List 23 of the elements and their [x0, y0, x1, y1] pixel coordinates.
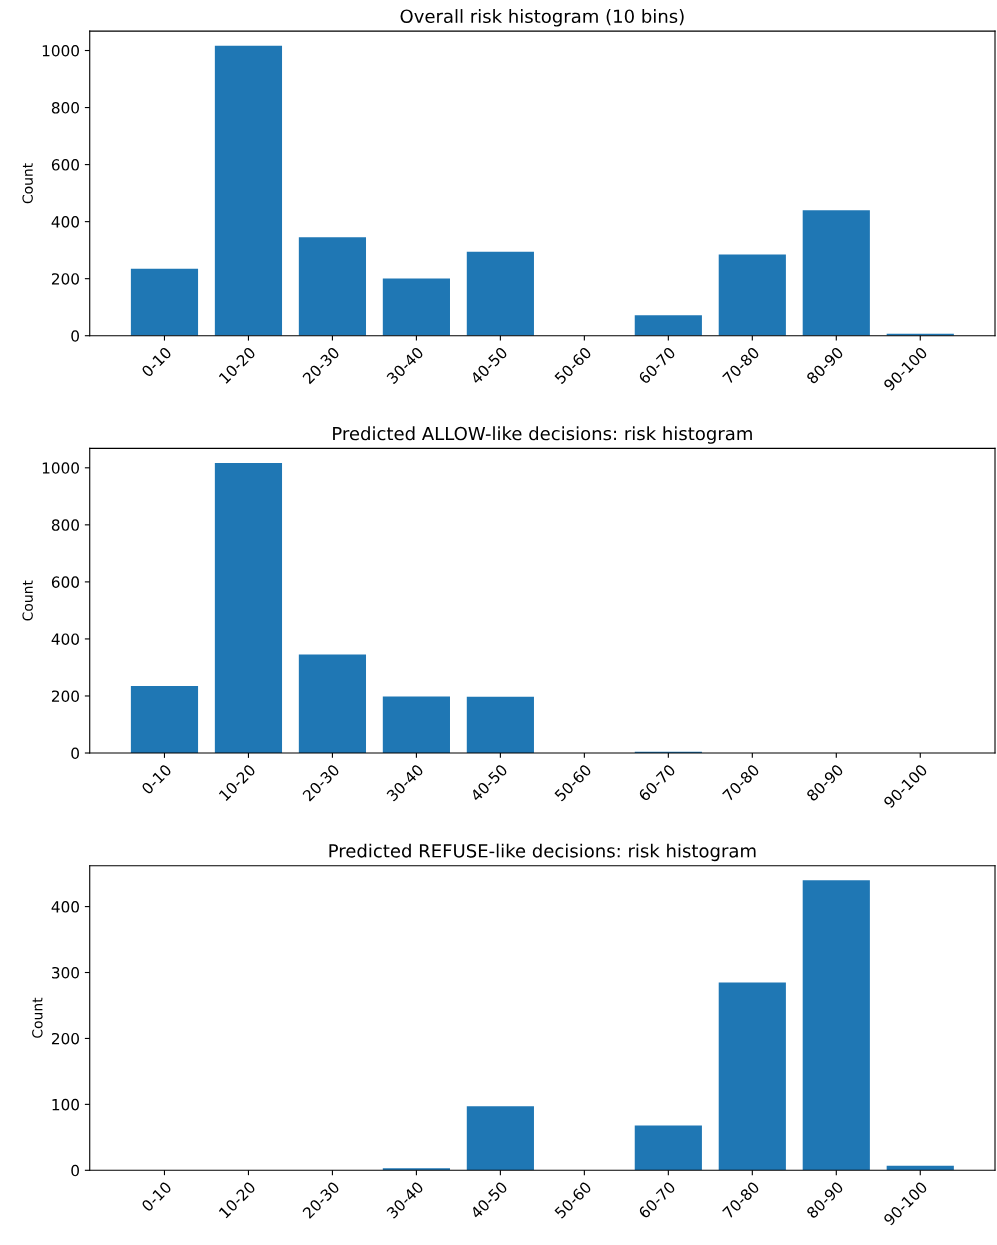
- chart-title: Overall risk histogram (10 bins): [400, 9, 684, 27]
- y-tick-label: 0: [71, 330, 79, 342]
- y-tick-label: 1000: [42, 462, 79, 474]
- y-axis-title: Count: [22, 163, 33, 204]
- y-tick-label: 1000: [42, 44, 79, 57]
- y-tick-label: 300: [52, 966, 79, 979]
- y-tick-label: 0: [71, 1164, 79, 1177]
- y-tick-label: 0: [71, 747, 79, 760]
- y-tick-label: 600: [51, 576, 79, 588]
- y-tick-label: 400: [51, 216, 79, 228]
- y-tick-label: 800: [51, 102, 79, 114]
- y-tick-label: 200: [51, 690, 79, 702]
- y-axis-title: Count: [32, 997, 43, 1038]
- y-tick-label: 200: [51, 273, 79, 285]
- y-tick-label: 600: [51, 159, 79, 171]
- y-tick-label: 400: [51, 633, 79, 645]
- y-tick-label: 200: [51, 1032, 79, 1045]
- chart-title: Predicted REFUSE-like decisions: risk histogram: [329, 843, 756, 862]
- y-tick-label: 400: [51, 901, 79, 913]
- y-axis-title: Count: [22, 580, 33, 621]
- chart-title: Predicted ALLOW-like decisions: risk histogram: [333, 426, 752, 444]
- y-tick-label: 100: [52, 1098, 79, 1111]
- y-tick-label: 800: [51, 519, 79, 531]
